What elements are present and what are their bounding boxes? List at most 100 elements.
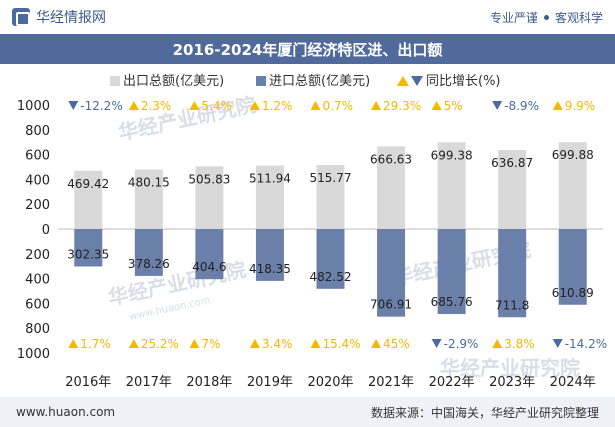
y-tick-label: 800 — [25, 124, 50, 139]
bar-export — [498, 150, 527, 229]
yoy-down-triangle-icon — [552, 339, 563, 348]
brand-logo-icon — [12, 8, 30, 26]
yoy-up-triangle-icon — [310, 101, 321, 110]
yoy-import-label: 25.2% — [141, 337, 179, 351]
yoy-export-label: -8.9% — [504, 99, 539, 113]
chart-title: 2016-2024年厦门经济特区进、出口额 — [0, 34, 615, 64]
yoy-export-label: 0.7% — [323, 99, 354, 113]
bar-import — [316, 229, 345, 289]
bar-import — [437, 229, 466, 315]
yoy-up-triangle-icon — [189, 339, 200, 348]
yoy-down-triangle-icon — [68, 101, 79, 110]
yoy-up-triangle-icon — [371, 101, 382, 110]
brand-name: 华经情报网 — [36, 10, 106, 26]
bar-export — [134, 169, 163, 229]
yoy-export-label: 5% — [444, 99, 463, 113]
legend-swatch-import — [256, 76, 266, 86]
legend-label-import: 进口总额(亿美元) — [269, 74, 370, 89]
data-label-import: 482.52 — [310, 270, 352, 284]
data-label-import: 302.35 — [67, 247, 109, 261]
bar-export — [377, 146, 406, 229]
y-tick-label: 200 — [25, 248, 50, 263]
data-label-import: 711.8 — [495, 298, 529, 312]
yoy-up-triangle-icon — [552, 101, 563, 110]
yoy-up-triangle-icon — [128, 339, 139, 348]
yoy-export-label: 5.4% — [201, 99, 232, 113]
legend-label-yoy: 同比增长(%) — [426, 74, 501, 89]
yoy-import-label: 15.4% — [323, 337, 361, 351]
bar-export — [195, 166, 224, 229]
yoy-export-label: 1.2% — [262, 99, 293, 113]
data-label-import: 610.89 — [552, 286, 594, 300]
x-tick-label: 2016年 — [65, 375, 111, 390]
bar-import — [558, 229, 587, 305]
bar-import — [377, 229, 406, 317]
yoy-export-label: 2.3% — [141, 99, 172, 113]
bar-import — [498, 229, 527, 318]
separator-dot-icon — [543, 14, 549, 20]
data-label-export: 515.77 — [310, 171, 352, 185]
y-tick-label: 1000 — [17, 99, 50, 114]
data-label-export: 505.83 — [188, 172, 230, 186]
x-tick-label: 2022年 — [429, 375, 475, 390]
yoy-up-triangle-icon — [310, 339, 321, 348]
bar-import — [74, 229, 103, 267]
bar-export — [437, 142, 466, 229]
yoy-down-triangle-icon — [431, 339, 442, 348]
x-tick-label: 2024年 — [550, 375, 596, 390]
data-label-export: 511.94 — [249, 172, 291, 186]
watermark-text: 华经产业研究院 — [116, 92, 258, 145]
top-bar: 华经情报网 专业严谨 客观科学 — [0, 0, 615, 34]
bar-import — [195, 229, 224, 280]
footer: www.huaon.com 数据来源：中国海关，华经产业研究院整理 — [0, 397, 615, 427]
bar-export — [74, 170, 103, 229]
yoy-up-triangle-icon — [249, 339, 260, 348]
y-tick-label: 1000 — [17, 347, 50, 362]
yoy-up-triangle-icon — [189, 101, 200, 110]
yoy-up-triangle-icon — [371, 339, 382, 348]
watermark-text: 华经产业研究院 — [440, 356, 580, 380]
yoy-import-label: -14.2% — [565, 337, 607, 351]
data-label-import: 404.6 — [192, 260, 226, 274]
data-label-export: 636.87 — [491, 156, 533, 170]
data-label-export: 666.63 — [370, 152, 412, 166]
bar-import — [134, 229, 163, 276]
x-tick-label: 2019年 — [247, 375, 293, 390]
yoy-up-triangle-icon — [128, 101, 139, 110]
data-label-export: 699.38 — [431, 148, 473, 162]
yoy-import-label: 7% — [201, 337, 220, 351]
tagline: 专业严谨 客观科学 — [490, 9, 603, 26]
legend-label-export: 出口总额(亿美元) — [123, 74, 224, 89]
bar-export — [558, 142, 587, 229]
data-label-import: 418.35 — [249, 262, 291, 276]
data-label-import: 685.76 — [431, 295, 473, 309]
y-tick-label: 400 — [25, 173, 50, 188]
yoy-up-triangle-icon — [249, 101, 260, 110]
data-label-export: 469.42 — [67, 177, 109, 191]
y-tick-label: 0 — [42, 223, 50, 238]
y-tick-label: 400 — [25, 273, 50, 288]
y-tick-label: 600 — [25, 297, 50, 312]
bar-import — [255, 229, 284, 281]
data-label-import: 378.26 — [128, 257, 170, 271]
tagline-1: 专业严谨 — [489, 10, 538, 25]
yoy-export-label: 29.3% — [383, 99, 421, 113]
yoy-import-label: 45% — [383, 337, 410, 351]
yoy-import-label: 1.7% — [80, 337, 111, 351]
legend-down-triangle-icon — [411, 76, 423, 86]
footer-source: 数据来源：中国海关，华经产业研究院整理 — [370, 405, 599, 420]
data-label-export: 480.15 — [128, 175, 170, 189]
yoy-up-triangle-icon — [492, 339, 503, 348]
bar-export — [255, 165, 284, 229]
y-tick-label: 800 — [25, 322, 50, 337]
brand: 华经情报网 — [12, 7, 106, 27]
footer-url[interactable]: www.huaon.com — [16, 405, 116, 419]
yoy-import-label: 3.8% — [504, 337, 534, 351]
yoy-export-label: -12.2% — [80, 99, 122, 113]
x-tick-label: 2018年 — [186, 375, 232, 390]
yoy-up-triangle-icon — [68, 339, 79, 348]
yoy-import-label: -2.9% — [444, 337, 479, 351]
bar-export — [316, 165, 345, 229]
